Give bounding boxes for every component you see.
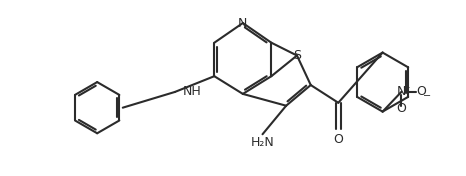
Text: H₂N: H₂N xyxy=(251,136,274,149)
Text: −: − xyxy=(423,91,431,101)
Text: S: S xyxy=(293,49,301,62)
Text: N: N xyxy=(397,85,406,98)
Text: O: O xyxy=(416,85,426,98)
Text: +: + xyxy=(403,83,410,93)
Text: O: O xyxy=(333,133,343,146)
Text: O: O xyxy=(397,102,406,115)
Text: NH: NH xyxy=(183,85,202,98)
Text: N: N xyxy=(238,17,247,30)
